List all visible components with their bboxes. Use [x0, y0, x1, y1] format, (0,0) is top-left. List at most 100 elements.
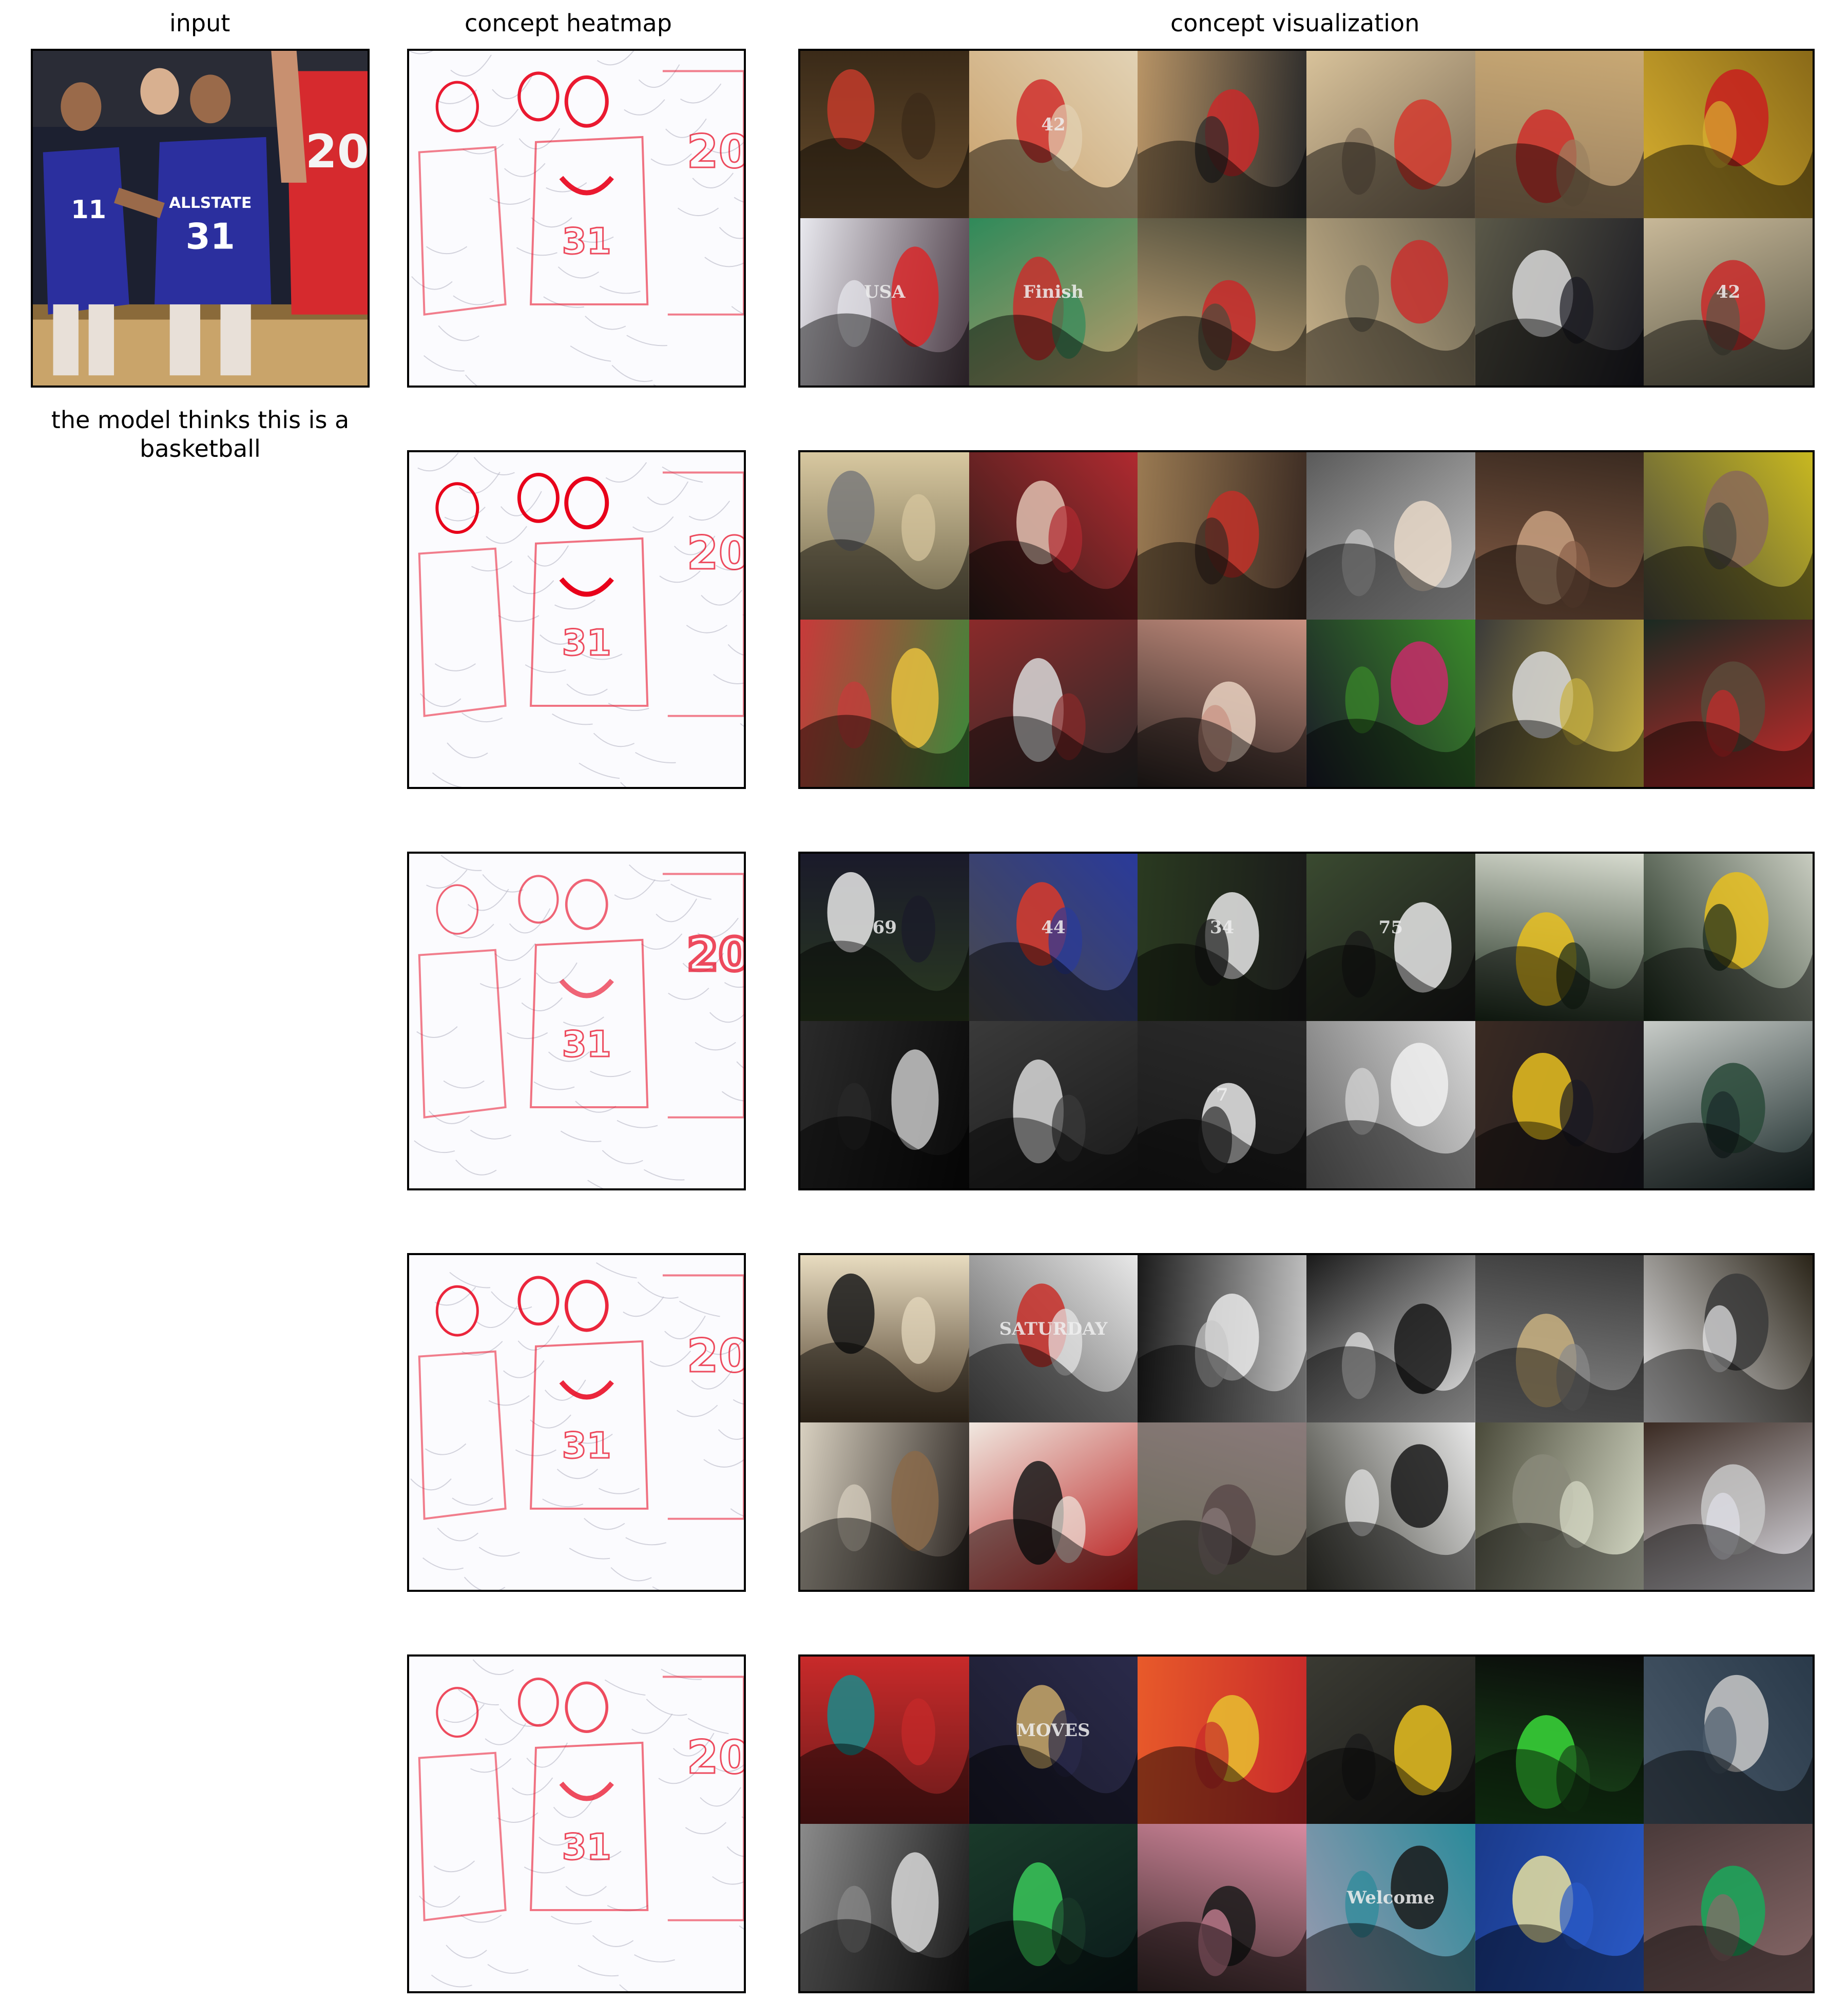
concept-example-image: [969, 1021, 1138, 1188]
concept-example-image: [1644, 1255, 1813, 1422]
concept-example-image: [1644, 620, 1813, 787]
concept-example-image: 42: [1644, 218, 1813, 386]
tile-label: Finish: [1023, 281, 1084, 302]
concept-example-image: [1306, 1021, 1475, 1188]
concept-example-image: [1644, 854, 1813, 1021]
svg-text:31: 31: [562, 623, 611, 664]
tile-label: 34: [1209, 917, 1235, 938]
concept-example-image: [969, 620, 1138, 787]
visualization-header: concept visualization: [1170, 9, 1420, 37]
concept-heatmap-5: 31 20: [407, 1654, 746, 1993]
input-image: 20 ALLSTATE 31 11: [31, 49, 370, 388]
concept-visualization-5: MOVES Welcome: [798, 1654, 1815, 1993]
concept-example-image: [800, 51, 969, 218]
concept-example-image: 34: [1138, 854, 1306, 1021]
concept-example-image: [800, 1824, 969, 1991]
concept-example-image: [1306, 452, 1475, 620]
concept-example-image: 7: [1138, 1021, 1306, 1188]
concept-heatmap-3: 31 20: [407, 852, 746, 1190]
tile-label: 69: [872, 917, 897, 938]
concept-visualization-1: 42 USA Finish 42: [798, 49, 1815, 388]
concept-example-image: [969, 452, 1138, 620]
jersey-text: ALLSTATE: [169, 194, 252, 211]
tile-label: MOVES: [1016, 1720, 1090, 1741]
concept-example-image: [1306, 1657, 1475, 1824]
jersey-number-31: 31: [186, 216, 235, 257]
jersey-number-20: 20: [305, 125, 368, 178]
concept-example-image: [1306, 218, 1475, 386]
concept-example-image: [1138, 1824, 1306, 1991]
concept-example-image: [1475, 218, 1644, 386]
tile-label: Welcome: [1346, 1887, 1435, 1908]
prediction-caption: the model thinks this is a basketball: [51, 406, 350, 463]
tile-label: USA: [864, 281, 906, 302]
tile-label: SATURDAY: [999, 1318, 1108, 1339]
concept-example-image: [1138, 1255, 1306, 1422]
concept-example-image: Finish: [969, 218, 1138, 386]
concept-example-image: [1475, 1657, 1644, 1824]
concept-example-image: [969, 1824, 1138, 1991]
svg-text:20: 20: [687, 125, 744, 178]
concept-visualization-4: SATURDAY: [798, 1253, 1815, 1592]
input-header: input: [169, 9, 230, 37]
concept-example-image: [800, 1255, 969, 1422]
heatmap-drawing: 31 20: [414, 855, 744, 1188]
concept-example-image: Welcome: [1306, 1824, 1475, 1991]
concept-visualization-3: 69 44 34 75 7: [798, 852, 1815, 1190]
concept-example-image: [1475, 1255, 1644, 1422]
concept-example-image: [800, 1021, 969, 1188]
concept-heatmap-1: 31 20: [407, 49, 746, 388]
concept-example-image: [1644, 51, 1813, 218]
concept-example-image: [800, 1657, 969, 1824]
concept-example-image: [1644, 1021, 1813, 1188]
basketball-players-photo: 20 ALLSTATE 31 11: [33, 51, 368, 386]
concept-heatmap-4: 31 20: [407, 1253, 746, 1592]
svg-text:20: 20: [687, 928, 744, 981]
concept-example-image: [1644, 1422, 1813, 1590]
heatmap-drawing: 31 20: [417, 452, 744, 787]
tile-label: 75: [1378, 917, 1403, 938]
concept-example-image: [1306, 1422, 1475, 1590]
concept-example-image: USA: [800, 218, 969, 386]
concept-example-image: [1306, 1255, 1475, 1422]
svg-text:31: 31: [562, 1426, 611, 1467]
concept-example-image: [1475, 51, 1644, 218]
svg-text:31: 31: [562, 221, 611, 262]
concept-example-image: [1644, 452, 1813, 620]
concept-example-image: MOVES: [969, 1657, 1138, 1824]
concept-heatmap-2: 31 20: [407, 450, 746, 789]
concept-example-image: [1644, 1657, 1813, 1824]
concept-example-image: [1306, 620, 1475, 787]
concept-example-image: [1475, 620, 1644, 787]
concept-example-image: [1475, 854, 1644, 1021]
svg-text:31: 31: [562, 1827, 611, 1868]
heatmap-drawing: 31 20: [410, 1262, 744, 1590]
concept-example-image: [1475, 452, 1644, 620]
tile-label: 42: [1041, 114, 1066, 135]
concept-example-image: [1644, 1824, 1813, 1991]
concept-example-image: [800, 1422, 969, 1590]
tile-label: 44: [1041, 917, 1066, 938]
concept-example-image: 44: [969, 854, 1138, 1021]
svg-text:20: 20: [687, 526, 744, 580]
tile-label: 7: [1216, 1084, 1228, 1105]
heatmap-header: concept heatmap: [465, 9, 672, 37]
concept-example-image: [969, 1422, 1138, 1590]
concept-example-image: [1138, 452, 1306, 620]
concept-example-image: [1475, 1422, 1644, 1590]
concept-example-image: [1138, 51, 1306, 218]
concept-example-image: [1306, 51, 1475, 218]
concept-example-image: [1475, 1824, 1644, 1991]
concept-example-image: [1138, 218, 1306, 386]
concept-example-image: 69: [800, 854, 969, 1021]
tile-label: 42: [1716, 281, 1741, 302]
svg-text:20: 20: [687, 1730, 744, 1784]
concept-visualization-2: [798, 450, 1815, 789]
svg-text:20: 20: [687, 1329, 744, 1382]
concept-example-image: [1475, 1021, 1644, 1188]
concept-example-image: 75: [1306, 854, 1475, 1021]
concept-example-image: 42: [969, 51, 1138, 218]
concept-example-image: [800, 620, 969, 787]
svg-text:31: 31: [562, 1024, 611, 1065]
concept-example-image: SATURDAY: [969, 1255, 1138, 1422]
